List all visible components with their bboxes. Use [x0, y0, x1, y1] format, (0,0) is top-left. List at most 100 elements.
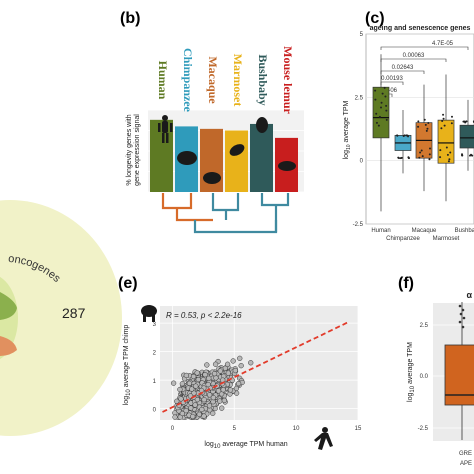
panel-c-point: [423, 118, 426, 121]
panel-e-point: [206, 375, 212, 381]
panel-e-point: [215, 388, 222, 394]
panel-c-point: [428, 153, 431, 156]
panel-b-label: (b): [120, 10, 140, 27]
marmoset-silhouette-icon: [229, 144, 245, 156]
panel-c-point: [377, 124, 380, 127]
dendro-macaque-marmoset: [211, 193, 240, 212]
panel-e-point: [248, 360, 254, 366]
panel-f-ytick-1: 2.5: [420, 323, 429, 329]
panel-c-point: [396, 134, 399, 137]
panel-b-ylabel-line2: gene expression signal: [134, 114, 141, 186]
panel-e-point: [206, 403, 213, 409]
panel-e-annotation: R = 0.53, p < 2.2e-16: [166, 311, 242, 320]
venn-green-wedge: [0, 292, 17, 320]
panel-e-ticks: 0 5 10 15 0 1 2 3: [153, 322, 362, 432]
venn-orange-wedge: [0, 336, 17, 356]
panel-c-point: [407, 157, 410, 160]
panel-e-ytick: 1: [153, 379, 157, 385]
panel-e-point: [201, 397, 207, 403]
panel-f-xlabel-line2: APE: [460, 461, 472, 467]
panel-b-ylabel-line1: % longevity genes with: [126, 114, 133, 185]
panel-c-label: (c): [365, 10, 385, 27]
panel-c-pvalue: 0.00063: [403, 53, 425, 59]
panel-e-point: [178, 396, 184, 402]
panel-e-xtick: 15: [355, 426, 362, 432]
panel-e-point: [174, 398, 180, 404]
panel-c-point: [449, 151, 452, 154]
panel-c-ytick: -2.5: [353, 222, 364, 228]
panel-c-point: [405, 134, 408, 137]
panel-e-point: [233, 385, 240, 392]
panel-c-xtick: Marmoset: [433, 236, 460, 242]
panel-c-pvalue: 0.00193: [381, 76, 403, 82]
panel-e-xlabel: log10 average TPM human: [204, 441, 287, 450]
panel-b-dendrogram: [161, 193, 290, 234]
panel-c-point: [428, 147, 431, 150]
panel-e-point: [172, 414, 178, 420]
panel-c-box: [372, 86, 390, 139]
panel-c-point: [425, 129, 428, 132]
panel-b-bar: [150, 119, 173, 192]
panel-e-point: [225, 370, 232, 376]
panel-e-point: [194, 370, 200, 376]
panel-e-point: [194, 396, 201, 403]
panel-b-species-name: Chimpanzee: [181, 48, 195, 113]
panel-b-bar: [225, 130, 248, 192]
panel-f-ylabel: log10 average TPM: [407, 342, 416, 402]
panel-c-point: [442, 117, 445, 120]
panel-e-point: [192, 402, 198, 408]
panel-c-xtick: Macaque: [412, 228, 437, 234]
panel-c-xtick: Chimpanzee: [386, 236, 420, 242]
panel-e-point: [237, 355, 243, 362]
panel-e-point: [190, 413, 196, 420]
panel-c-point: [426, 127, 429, 130]
panel-f-label: (f): [398, 275, 414, 292]
panel-b: (b) Human Chimpanzee Macaque Marmoset Bushba…: [120, 10, 304, 234]
mouse-lemur-silhouette-icon: [278, 161, 296, 171]
panel-e-point: [190, 373, 197, 380]
panel-b-species-name: Marmoset: [231, 54, 245, 107]
panel-c-point: [447, 160, 450, 163]
panel-e-points: [170, 355, 254, 420]
panel-e-point: [220, 387, 226, 393]
panel-c-ytick: 2.5: [355, 95, 364, 101]
panel-e-point: [193, 383, 199, 389]
venn-fragment: 287 oncogenes: [0, 200, 122, 436]
panel-f-box: [444, 302, 474, 440]
panel-c-point: [381, 92, 384, 95]
panel-c-point: [424, 123, 427, 126]
panel-c-point: [399, 157, 402, 160]
human-silhouette-icon: [158, 115, 173, 143]
panel-e-point: [206, 392, 213, 398]
panel-e-point: [212, 361, 219, 367]
panel-c-ytick: 5: [360, 32, 364, 38]
panel-e-point: [235, 380, 242, 387]
panel-f-ytick-2: 0.0: [420, 374, 429, 380]
panel-e-point: [238, 363, 244, 369]
panel-e-point: [204, 362, 210, 368]
panel-e-point: [211, 370, 218, 377]
panel-e-xtick: 5: [233, 426, 237, 432]
venn-count: 287: [62, 305, 86, 321]
panel-c-point: [417, 125, 420, 128]
panel-e-point: [232, 367, 238, 374]
panel-e-human-silhouette-icon: [314, 427, 333, 450]
macaque-silhouette-icon: [203, 172, 221, 184]
venn-circle: [0, 200, 122, 436]
panel-f: (f) α 2.5 0.0 -2.5 log10 average TPM GRE…: [398, 275, 474, 467]
panel-e-ytick: 0: [153, 408, 157, 414]
panel-b-bar: [250, 123, 273, 192]
panel-c-grid: -2.5 0 2.5 5: [353, 32, 474, 228]
panel-e-ytick: 2: [153, 351, 157, 357]
panel-b-species-name: Macaque: [206, 56, 220, 104]
panel-c-point: [380, 106, 382, 109]
panel-c-point: [398, 157, 401, 160]
panel-c-point: [448, 158, 451, 161]
panel-c-point: [380, 101, 383, 104]
panel-c-point: [378, 115, 381, 118]
panel-c-point: [439, 149, 442, 152]
panel-c-point: [418, 156, 421, 159]
panel-c-point: [385, 104, 388, 107]
panel-b-species-name: Bushbaby: [256, 54, 270, 105]
